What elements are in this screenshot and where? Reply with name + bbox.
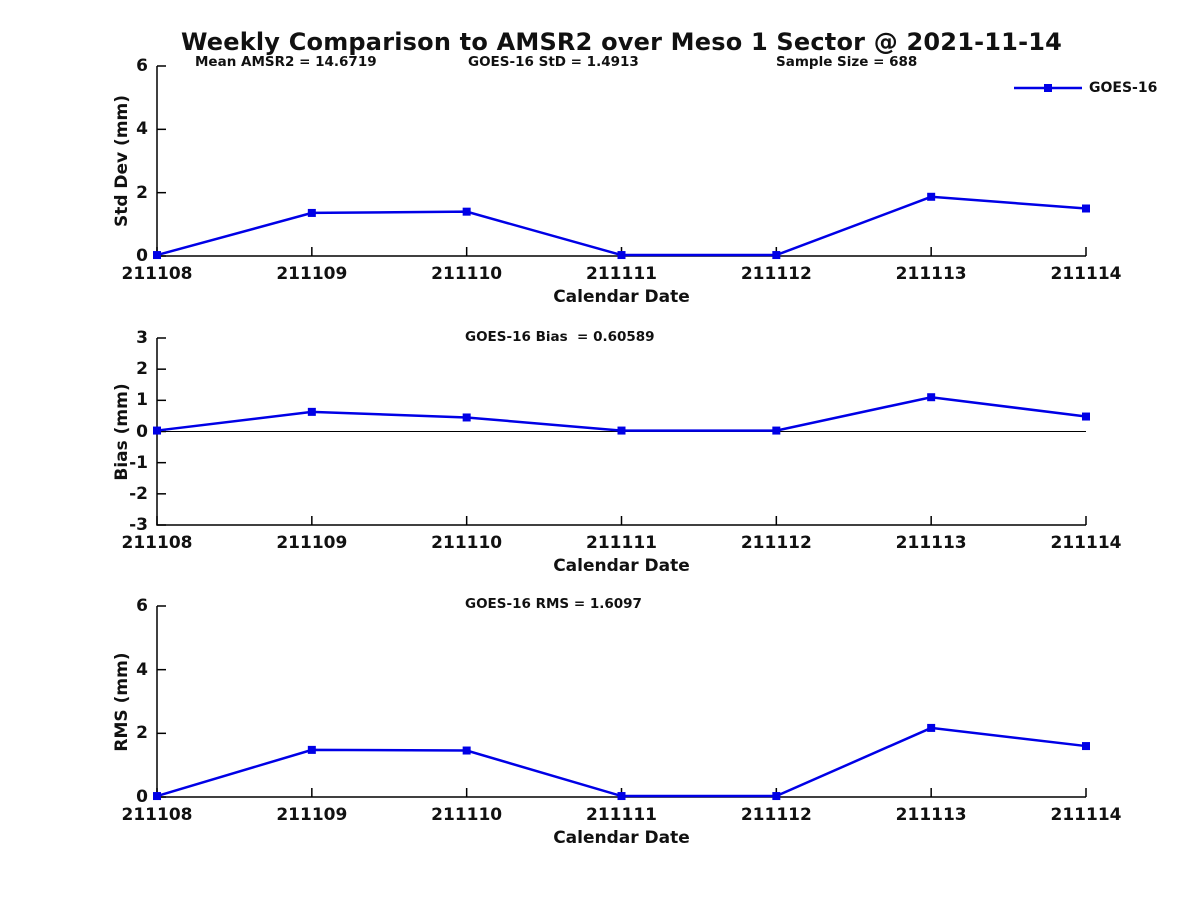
x-tick-label: 211111 (586, 264, 657, 284)
x-tick-label: 211110 (431, 805, 503, 825)
x-tick-label: 211112 (740, 533, 812, 553)
y-tick-label: 6 (136, 56, 148, 76)
annotation-goes16-bias: GOES-16 Bias = 0.60589 (465, 329, 655, 345)
x-tick-label: 211110 (431, 264, 503, 284)
legend-line-marker-icon (1014, 84, 1082, 92)
y-tick-label: 0 (136, 246, 148, 266)
x-tick-label: 211113 (895, 805, 967, 825)
y-tick-label: -3 (129, 515, 148, 535)
y-tick-label: -1 (129, 452, 148, 473)
y-tick-label: 2 (136, 182, 148, 203)
y-tick-label: 3 (136, 328, 148, 348)
x-tick-label: 211112 (740, 264, 812, 284)
figure-title: Weekly Comparison to AMSR2 over Meso 1 S… (180, 28, 1063, 56)
x-tick-label: 211111 (586, 533, 657, 553)
y-tick-label: -2 (129, 483, 148, 504)
y-tick-label: 4 (136, 119, 148, 140)
y-tick-label: 0 (136, 787, 148, 807)
legend: GOES-16 (1014, 80, 1157, 96)
x-axis-label-calendar-date: Calendar Date (553, 287, 690, 307)
x-tick-label: 211114 (1050, 805, 1122, 825)
x-tick-label: 211109 (276, 533, 348, 553)
x-tick-label: 211114 (1050, 533, 1122, 553)
x-tick-label: 211109 (276, 805, 348, 825)
x-tick-label: 211108 (121, 264, 193, 284)
x-tick-label: 211113 (895, 533, 967, 553)
annotation-mean-amsr2: Mean AMSR2 = 14.6719 (195, 54, 377, 70)
legend-label: GOES-16 (1089, 80, 1158, 96)
x-axis-label-calendar-date: Calendar Date (553, 828, 690, 848)
y-tick-label: 2 (136, 723, 148, 744)
y-tick-label: 2 (136, 359, 148, 380)
annotation-goes16-std: GOES-16 StD = 1.4913 (468, 54, 639, 70)
x-tick-label: 211113 (895, 264, 967, 284)
annotation-sample-size: Sample Size = 688 (776, 54, 918, 70)
y-tick-label: 4 (136, 659, 148, 680)
x-axis-label-calendar-date: Calendar Date (553, 556, 690, 576)
x-tick-label: 211110 (431, 533, 503, 553)
x-tick-label: 211114 (1050, 264, 1122, 284)
x-tick-label: 211111 (586, 805, 657, 825)
y-tick-label: 6 (136, 596, 148, 616)
annotation-goes16-rms: GOES-16 RMS = 1.6097 (465, 596, 642, 612)
x-tick-label: 211108 (121, 533, 193, 553)
y-tick-label: 0 (136, 421, 148, 442)
x-tick-label: 211112 (740, 805, 812, 825)
x-tick-label: 211108 (121, 805, 193, 825)
y-tick-label: 1 (136, 390, 148, 411)
x-tick-label: 211109 (276, 264, 348, 284)
